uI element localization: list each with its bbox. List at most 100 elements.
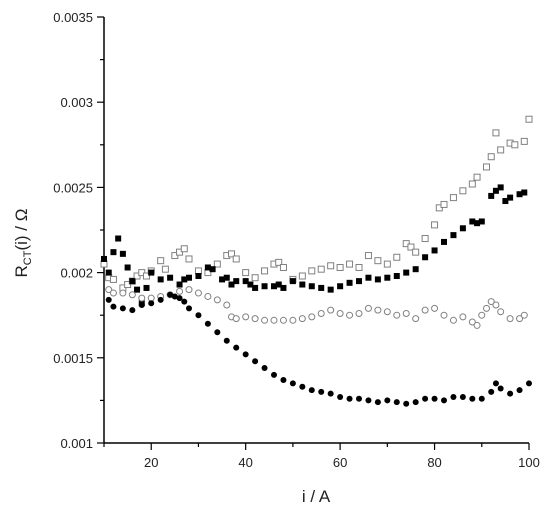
data-point (337, 393, 344, 400)
data-point (252, 284, 259, 291)
data-point (308, 387, 315, 394)
data-point (280, 376, 287, 383)
data-point (374, 306, 382, 314)
data-point (219, 276, 226, 283)
data-point (459, 313, 467, 321)
data-point (308, 267, 316, 275)
data-point (157, 257, 165, 265)
data-point (450, 393, 457, 400)
data-point (251, 315, 259, 323)
data-point (228, 281, 235, 288)
data-point (488, 192, 495, 199)
data-point (176, 287, 184, 295)
data-point (336, 309, 344, 317)
data-point (502, 198, 509, 205)
x-axis-title: i / A (302, 487, 331, 506)
data-point (384, 274, 391, 281)
data-point (431, 221, 439, 229)
data-point (119, 305, 126, 312)
data-point (492, 187, 499, 194)
y-axis-title-main: R (12, 265, 31, 277)
data-point (507, 194, 514, 201)
data-point (393, 311, 401, 319)
data-point (143, 272, 150, 280)
data-point (422, 254, 429, 261)
data-point (346, 279, 353, 286)
data-point (185, 286, 193, 294)
data-point (105, 269, 112, 276)
data-point (251, 274, 259, 282)
data-point (318, 284, 325, 291)
data-point (327, 262, 335, 270)
data-point (364, 252, 372, 260)
data-point (105, 296, 112, 303)
data-point (308, 313, 316, 321)
y-tick-label: 0.0035 (53, 10, 93, 25)
data-point (393, 253, 401, 261)
data-point (492, 301, 500, 309)
data-point (365, 274, 372, 281)
x-tick-label: 40 (238, 455, 252, 470)
data-point (195, 312, 202, 319)
data-point (213, 296, 221, 304)
data-point (374, 276, 381, 283)
data-point (469, 218, 476, 225)
data-point (431, 395, 438, 402)
y-tick-label: 0.0015 (53, 351, 93, 366)
data-point (474, 220, 481, 227)
data-point (520, 311, 528, 319)
data-point (412, 315, 420, 323)
data-point (148, 300, 155, 307)
data-point (223, 337, 230, 344)
x-tick-label: 20 (144, 455, 158, 470)
data-point (109, 275, 117, 283)
data-point (516, 315, 524, 323)
y-tick-label: 0.003 (60, 95, 93, 110)
data-point (124, 264, 131, 271)
data-point (365, 397, 372, 404)
series-2 (101, 184, 528, 307)
data-point (422, 395, 429, 402)
data-point (506, 315, 514, 323)
data-point (492, 129, 500, 137)
data-point (317, 265, 325, 273)
data-point (299, 383, 306, 390)
data-point (520, 137, 528, 145)
data-point (521, 189, 528, 196)
y-tick-label: 0.002 (60, 266, 93, 281)
data-point (346, 260, 354, 268)
y-axis-title-subscript: CT (22, 250, 34, 265)
data-point (526, 380, 532, 387)
y-axis-title-rest: (i) / Ω (12, 209, 31, 251)
data-point (308, 283, 315, 290)
data-point (441, 397, 447, 404)
data-point (412, 399, 419, 406)
data-point (242, 269, 250, 277)
x-tick-label: 60 (333, 455, 347, 470)
data-point (473, 321, 481, 329)
data-point (185, 255, 193, 263)
data-point (213, 260, 221, 268)
data-point (440, 311, 448, 319)
data-point (421, 235, 429, 243)
data-point (403, 400, 410, 407)
data-point (492, 380, 499, 387)
y-tick-label: 0.001 (60, 436, 93, 451)
data-point (161, 265, 169, 273)
data-point (402, 309, 410, 317)
data-point (317, 309, 325, 317)
data-point (138, 294, 146, 302)
data-point (289, 278, 296, 285)
series-1 (100, 115, 533, 292)
data-point (393, 399, 400, 406)
data-point (299, 281, 306, 288)
data-point (478, 218, 485, 225)
data-point (327, 306, 335, 314)
x-tick-label: 80 (427, 455, 441, 470)
series-3 (105, 286, 528, 329)
data-point (232, 315, 240, 323)
data-point (355, 263, 363, 271)
data-point (105, 286, 113, 294)
data-point (261, 283, 268, 290)
